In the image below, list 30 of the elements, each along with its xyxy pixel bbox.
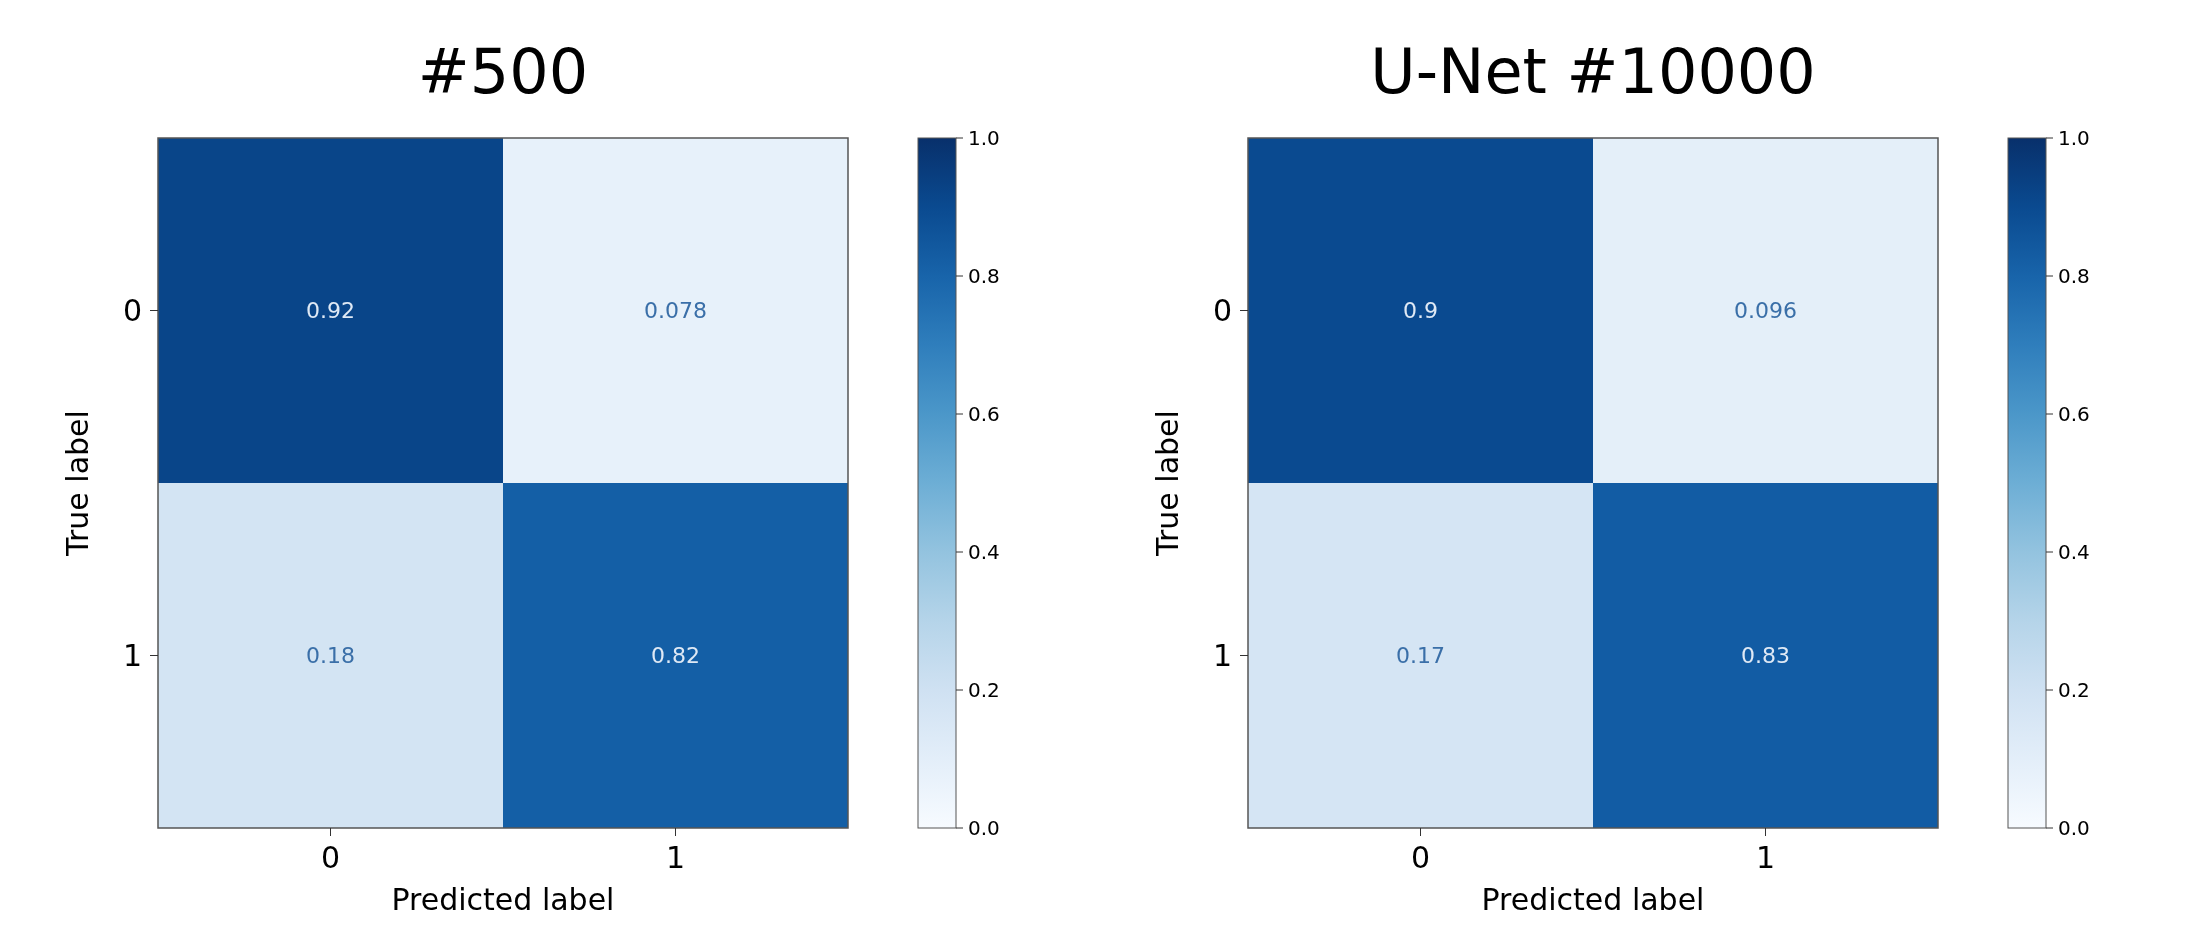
color-bar-label: 0.4 <box>968 540 1000 564</box>
x-axis-title: Predicted label <box>1481 882 1705 917</box>
color-bar-label: 0.0 <box>2058 816 2090 840</box>
x-tick-label: 1 <box>1755 840 1776 875</box>
data-label: 0.18 <box>306 643 355 669</box>
x-axis-title: Predicted label <box>391 882 615 917</box>
color-bar-label: 0.8 <box>2058 264 2090 288</box>
data-label: 0.82 <box>651 643 700 669</box>
x-tick-label: 0 <box>1410 840 1431 875</box>
color-bar-label: 0.6 <box>968 402 1000 426</box>
x-tick-label: 0 <box>320 840 341 875</box>
color-bar-label: 0.2 <box>2058 678 2090 702</box>
data-label: 0.096 <box>1734 298 1797 324</box>
y-axis-title: True label <box>1150 410 1185 557</box>
data-label: 0.17 <box>1396 643 1445 669</box>
x-tick-label: 1 <box>665 840 686 875</box>
color-bar-label: 1.0 <box>968 126 1000 150</box>
color-bar-label: 1.0 <box>2058 126 2090 150</box>
data-label: 0.078 <box>644 298 707 324</box>
color-bar-label: 0.4 <box>2058 540 2090 564</box>
color-bar-label: 0.0 <box>968 816 1000 840</box>
color-bar-label: 0.8 <box>968 264 1000 288</box>
data-label: 0.9 <box>1403 298 1438 324</box>
color-bar-label: 0.6 <box>2058 402 2090 426</box>
data-label: 0.83 <box>1741 643 1790 669</box>
data-label: 0.92 <box>306 298 355 324</box>
chart-title: #500 <box>417 35 589 108</box>
chart-title: U-Net #10000 <box>1370 35 1816 108</box>
color-bar-label: 0.2 <box>968 678 1000 702</box>
y-axis-title: True label <box>60 410 95 557</box>
